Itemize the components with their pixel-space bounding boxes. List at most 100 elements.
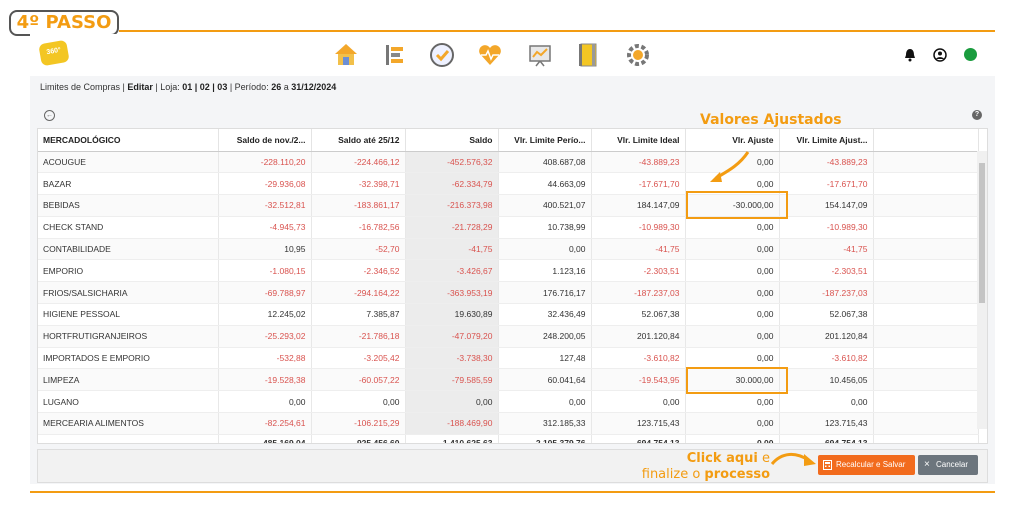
cell-limite-ajustado: -3.610,82 (779, 347, 874, 370)
table-row[interactable]: FRIOS/SALSICHARIA -69.788,97 -294.164,22 -3… (38, 281, 979, 305)
table-row[interactable]: BAZAR -29.936,08 -32.398,71 -62.334,79 44.66… (38, 172, 979, 196)
status-online-icon (964, 48, 977, 61)
arrow-to-save-icon (770, 453, 816, 466)
col-header-mercadologico[interactable]: MERCADOLÓGICO (38, 129, 219, 152)
breadcrumb-periodo-start: 26 (271, 82, 282, 92)
cell-limite-ideal: -2.303,51 (591, 259, 686, 283)
cell-saldo-ate: -224.466,12 (311, 151, 406, 174)
cell-ajuste[interactable]: 0,00 (685, 347, 780, 370)
cell-limite-periodo: 1.123,16 (498, 259, 592, 283)
cell-empty (873, 303, 979, 326)
close-icon: × (924, 459, 930, 470)
cell-ajuste[interactable]: 0,00 (685, 390, 780, 414)
cell-ajuste[interactable]: 0,00 (685, 172, 780, 196)
cell-saldo: -452.576,32 (405, 151, 499, 174)
cell-mercadologico: FRIOS/SALSICHARIA (38, 281, 219, 305)
cell-ajuste[interactable]: 0,00 (685, 281, 780, 305)
breadcrumb-action: Editar (127, 82, 153, 92)
cell-limite-periodo: 400.521,07 (498, 194, 592, 217)
cell-limite-ideal: 184.147,09 (591, 194, 686, 217)
total-saldo: -1.410.625,63 (405, 434, 499, 443)
cell-mercadologico: CONTABILIDADE (38, 238, 219, 261)
check-circle-icon[interactable] (428, 41, 456, 69)
cell-saldo: -3.738,30 (405, 347, 499, 370)
col-header-limite-ideal[interactable]: Vlr. Limite Ideal (591, 129, 686, 152)
cell-limite-ideal: 0,00 (591, 390, 686, 414)
col-header-ajuste[interactable]: Vlr. Ajuste (685, 129, 780, 152)
heart-pulse-icon[interactable] (476, 41, 504, 69)
col-header-saldo-ate[interactable]: Saldo até 25/12 (311, 129, 406, 152)
total-ajuste: 0,00 (685, 434, 780, 443)
col-header-limite-ajustado[interactable]: Vlr. Limite Ajust... (779, 129, 874, 152)
cell-empty (873, 281, 979, 305)
total-limite-periodo: 2.105.379,76 (498, 434, 592, 443)
col-header-saldo[interactable]: Saldo (405, 129, 499, 152)
cell-ajuste[interactable]: 0,00 (685, 216, 780, 239)
cell-empty (873, 325, 979, 348)
cell-limite-ajustado: 123.715,43 (779, 412, 874, 435)
cancel-button[interactable]: × Cancelar (918, 455, 978, 475)
chart-board-icon[interactable] (526, 41, 554, 69)
cell-ajuste[interactable]: 0,00 (685, 151, 780, 174)
cell-empty (873, 216, 979, 239)
cell-mercadologico: BEBIDAS (38, 194, 219, 217)
cell-limite-ideal: -41,75 (591, 238, 686, 261)
home-icon[interactable] (332, 41, 360, 69)
col-header-limite-periodo[interactable]: Vlr. Limite Perío... (498, 129, 592, 152)
cell-saldo-nov: 0,00 (218, 390, 312, 414)
table-row[interactable]: LIMPEZA -19.528,38 -60.057,22 -79.585,59 60.… (38, 368, 979, 392)
list-icon[interactable] (380, 41, 408, 69)
cell-mercadologico: HIGIENE PESSOAL (38, 303, 219, 326)
total-mercadologico (38, 434, 219, 443)
total-limite-ajustado: 694.754,13 (779, 434, 874, 443)
user-profile-icon[interactable] (933, 48, 947, 62)
cell-saldo-nov: 10,95 (218, 238, 312, 261)
cell-limite-ajustado: 10.456,05 (779, 368, 874, 392)
highlight-ajuste-limpeza (686, 367, 788, 394)
cell-limite-periodo: 0,00 (498, 390, 592, 414)
breadcrumb-periodo-sep: a (281, 82, 292, 92)
app-logo[interactable]: 360° (38, 39, 70, 67)
table-row[interactable]: HIGIENE PESSOAL 12.245,02 7.385,87 19.630,8… (38, 303, 979, 326)
table-scrollbar[interactable] (977, 151, 987, 429)
breadcrumb-loja-label: | Loja: (152, 82, 183, 92)
recalculate-save-button[interactable]: Recalcular e Salvar (818, 455, 915, 475)
table-row[interactable]: CONTABILIDADE 10,95 -52,70 -41,75 0,00 -41,75… (38, 238, 979, 261)
cell-ajuste[interactable]: -30.000,00 (685, 194, 780, 217)
step-badge: 4º PASSO (9, 10, 119, 36)
col-header-empty (873, 129, 979, 152)
scrollbar-thumb[interactable] (979, 163, 985, 303)
table-row[interactable]: IMPORTADOS E EMPORIO -532,88 -3.205,42 -3.7… (38, 347, 979, 370)
table-row[interactable]: MERCEARIA ALIMENTOS -82.254,61 -106.215,29… (38, 412, 979, 435)
cell-limite-periodo: 10.738,99 (498, 216, 592, 239)
back-arrow-icon[interactable]: ← (44, 110, 55, 121)
cell-limite-ajustado: -43.889,23 (779, 151, 874, 174)
table-row[interactable]: ACOUGUE -228.110,20 -224.466,12 -452.576,32… (38, 151, 979, 174)
table-row[interactable]: CHECK STAND -4.945,73 -16.782,56 -21.728,29… (38, 216, 979, 239)
col-header-saldo-nov[interactable]: Saldo de nov./2... (218, 129, 312, 152)
cell-limite-periodo: 44.663,09 (498, 172, 592, 196)
notebook-icon[interactable] (574, 41, 602, 69)
cell-limite-ideal: 123.715,43 (591, 412, 686, 435)
cell-ajuste[interactable]: 30.000,00 (685, 368, 780, 392)
settings-icon[interactable] (624, 41, 652, 69)
table-row[interactable]: LUGANO 0,00 0,00 0,00 0,00 0,00 0,00 0,00 (38, 390, 979, 414)
cell-empty (873, 259, 979, 283)
table-row[interactable]: BEBIDAS -32.512,81 -183.861,17 -216.373,98 4… (38, 194, 979, 217)
cell-limite-periodo: 176.716,17 (498, 281, 592, 305)
limits-table-container: MERCADOLÓGICO Saldo de nov./2... Saldo a… (37, 128, 988, 444)
cell-saldo: 0,00 (405, 390, 499, 414)
annotation-finalize: finalize o (641, 467, 705, 482)
cell-ajuste[interactable]: 0,00 (685, 325, 780, 348)
table-row[interactable]: EMPORIO -1.080,15 -2.346,52 -3.426,67 1.123,… (38, 259, 979, 283)
help-icon[interactable]: ? (972, 110, 982, 120)
table-row[interactable]: HORTFRUTIGRANJEIROS -25.293,02 -21.786,18-… (38, 325, 979, 348)
cell-limite-periodo: 248.200,05 (498, 325, 592, 348)
cell-limite-ajustado: 52.067,38 (779, 303, 874, 326)
bell-icon[interactable] (904, 48, 916, 62)
cell-ajuste[interactable]: 0,00 (685, 259, 780, 283)
cell-limite-ajustado: -187.237,03 (779, 281, 874, 305)
cell-ajuste[interactable]: 0,00 (685, 303, 780, 326)
cell-ajuste[interactable]: 0,00 (685, 238, 780, 261)
cell-ajuste[interactable]: 0,00 (685, 412, 780, 435)
